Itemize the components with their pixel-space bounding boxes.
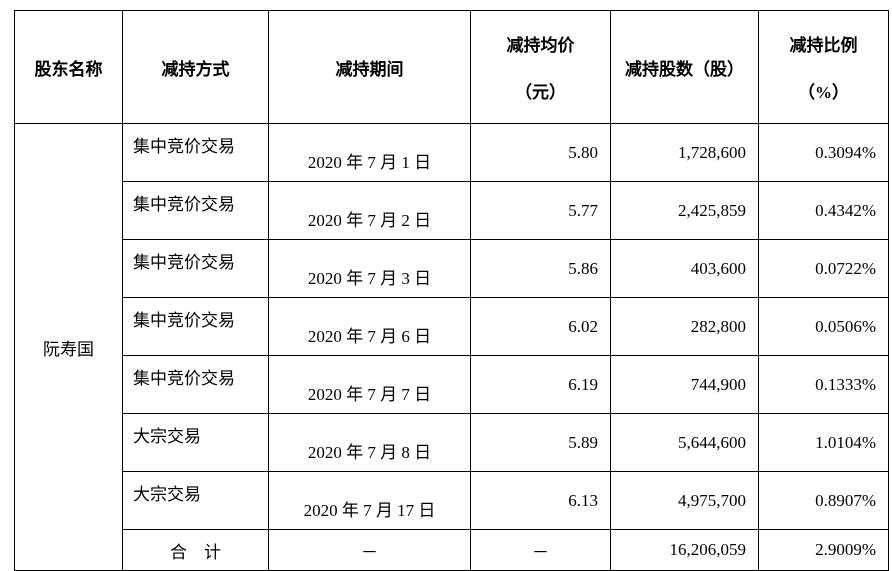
header-line: 减持比例 (789, 36, 858, 55)
cell: 2,425,859 (610, 181, 759, 240)
cell: 集中竞价交易 (122, 239, 269, 298)
cell: 0.0722% (758, 239, 889, 298)
cell: 1.0104% (758, 413, 889, 472)
data-row: 阮寿国 集中竞价交易 2020 年 7 月 1 日 5.80 1,728,600 0.30… (14, 123, 889, 571)
cell: 4,975,700 (610, 471, 759, 530)
cell: 0.8907% (758, 471, 889, 530)
cell: 2020 年 7 月 8 日 (268, 413, 471, 472)
cell: 2020 年 7 月 17 日 (268, 471, 471, 530)
header-line: （%） (798, 83, 849, 102)
table-body: 阮寿国 集中竞价交易 2020 年 7 月 1 日 5.80 1,728,600 0.30… (14, 123, 889, 571)
total-cell: － (470, 529, 611, 571)
header-cell: 减持方式 (122, 10, 269, 124)
data-row: 集中竞价交易 2020 年 7 月 7 日 6.19 744,900 0.1333% (15, 355, 889, 414)
cell: 5.89 (470, 413, 611, 472)
cell: 集中竞价交易 (122, 355, 269, 414)
cell: 0.1333% (758, 355, 889, 414)
cell: 744,900 (610, 355, 759, 414)
header-line: 减持均价 (506, 36, 575, 55)
cell: 6.13 (470, 471, 611, 530)
cell: 282,800 (610, 297, 759, 356)
cell: 大宗交易 (122, 413, 269, 472)
cell: 5,644,600 (610, 413, 759, 472)
total-cell: 合 计 (122, 529, 269, 571)
cell: 集中竞价交易 (122, 123, 269, 182)
header-cell: 减持比例 （%） (758, 10, 889, 124)
cell: 5.80 (470, 123, 611, 182)
data-row: 集中竞价交易 2020 年 7 月 2 日 5.77 2,425,859 0.4342% (15, 181, 889, 240)
data-row: 集中竞价交易 2020 年 7 月 3 日 5.86 403,600 0.0722% (15, 239, 889, 298)
data-row: 集中竞价交易 2020 年 7 月 6 日 6.02 282,800 0.0506% (15, 297, 889, 356)
total-cell: － (268, 529, 471, 571)
total-cell: 2.9009% (758, 529, 889, 571)
shareholder-cell: 阮寿国 (14, 123, 123, 571)
cell: 0.0506% (758, 297, 889, 356)
header-line: （元） (515, 83, 566, 102)
cell: 2020 年 7 月 7 日 (268, 355, 471, 414)
total-row: 合 计－－ 16,206,059 2.9009% (15, 529, 889, 571)
header-row: 股东名称 减持方式 减持期间 减持均价 （元） 减持股数（股） 减持比例 （%） (14, 10, 889, 124)
cell: 5.86 (470, 239, 611, 298)
cell: 5.77 (470, 181, 611, 240)
cell: 0.3094% (758, 123, 889, 182)
data-row: 大宗交易 2020 年 7 月 17 日 6.13 4,975,700 0.8907% (15, 471, 889, 530)
header-cell: 股东名称 (14, 10, 123, 124)
cell: 大宗交易 (122, 471, 269, 530)
cell: 集中竞价交易 (122, 297, 269, 356)
header-cell: 减持均价 （元） (470, 10, 611, 124)
cell: 0.4342% (758, 181, 889, 240)
cell: 2020 年 7 月 2 日 (268, 181, 471, 240)
reduction-table: 股东名称 减持方式 减持期间 减持均价 （元） 减持股数（股） 减持比例 （%） 阮寿国 集中竞… (14, 10, 889, 571)
cell: 6.02 (470, 297, 611, 356)
page: 股东名称 减持方式 减持期间 减持均价 （元） 减持股数（股） 减持比例 （%） 阮寿国 集中竞… (14, 10, 889, 571)
cell: 2020 年 7 月 6 日 (268, 297, 471, 356)
cell: 1,728,600 (610, 123, 759, 182)
total-cell: 16,206,059 (610, 529, 759, 571)
cell: 2020 年 7 月 1 日 (268, 123, 471, 182)
header-cell: 减持期间 (268, 10, 471, 124)
data-row: 大宗交易 2020 年 7 月 8 日 5.89 5,644,600 1.0104% (15, 413, 889, 472)
cell: 403,600 (610, 239, 759, 298)
cell: 集中竞价交易 (122, 181, 269, 240)
cell: 2020 年 7 月 3 日 (268, 239, 471, 298)
cell: 6.19 (470, 355, 611, 414)
header-cell: 减持股数（股） (610, 10, 759, 124)
